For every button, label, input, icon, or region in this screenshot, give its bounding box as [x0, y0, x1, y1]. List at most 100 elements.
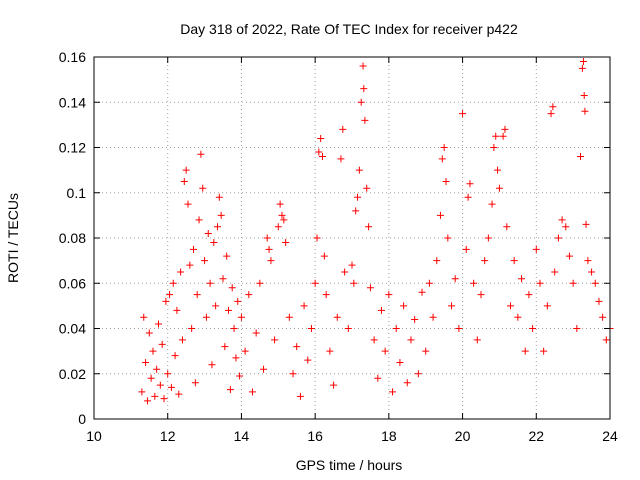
data-point	[241, 347, 249, 355]
data-point	[470, 279, 478, 287]
data-point	[162, 297, 170, 305]
x-tick-label: 20	[455, 428, 471, 444]
data-point	[339, 125, 347, 133]
data-point	[565, 252, 573, 260]
data-point	[579, 58, 587, 66]
data-point	[584, 257, 592, 265]
x-tick-label: 14	[234, 428, 250, 444]
data-point	[581, 107, 589, 115]
data-point	[389, 388, 397, 396]
data-point	[433, 257, 441, 265]
data-point	[333, 313, 341, 321]
data-point	[436, 211, 444, 219]
data-point	[540, 347, 548, 355]
data-point	[197, 150, 205, 158]
data-point	[543, 302, 551, 310]
data-point	[361, 116, 369, 124]
y-tick-label: 0.06	[59, 275, 86, 291]
y-tick-label: 0.02	[59, 366, 86, 382]
data-point	[429, 313, 437, 321]
data-point	[319, 153, 327, 161]
data-point	[490, 144, 498, 151]
grid-lines	[94, 57, 610, 419]
data-point	[354, 193, 362, 201]
data-point	[274, 223, 282, 231]
data-point	[267, 257, 275, 265]
data-point	[230, 325, 238, 332]
data-point	[147, 374, 155, 382]
y-tick-label: 0.12	[59, 140, 86, 156]
data-point	[188, 325, 196, 332]
data-point	[145, 329, 153, 337]
y-tick-label: 0.04	[59, 321, 86, 337]
x-tick-label: 22	[528, 428, 544, 444]
data-point	[352, 207, 360, 215]
data-point	[171, 352, 179, 360]
data-point	[451, 275, 459, 283]
data-point	[158, 340, 166, 348]
data-point	[313, 234, 321, 242]
data-point	[138, 388, 146, 396]
data-point	[307, 325, 315, 332]
y-tick-label: 0.08	[59, 230, 86, 246]
data-point	[554, 234, 562, 242]
data-point	[202, 313, 210, 321]
data-point	[140, 313, 148, 321]
data-point	[153, 365, 161, 373]
data-point	[495, 184, 503, 192]
data-point	[562, 223, 570, 231]
data-point	[226, 386, 234, 394]
data-point	[180, 177, 188, 185]
data-point	[186, 261, 194, 269]
data-point	[357, 98, 365, 106]
data-point	[271, 336, 279, 344]
data-point	[385, 291, 393, 299]
x-axis-label: GPS time / hours	[296, 457, 403, 473]
data-point	[208, 361, 216, 369]
data-point	[366, 284, 374, 292]
data-point	[164, 370, 172, 378]
x-tick-label: 24	[602, 428, 618, 444]
data-point	[422, 347, 430, 355]
x-tick-label: 12	[160, 428, 176, 444]
data-point	[377, 306, 385, 314]
data-point	[503, 223, 511, 231]
data-point	[195, 216, 203, 224]
data-point	[178, 336, 186, 344]
data-point	[374, 374, 382, 382]
data-point	[400, 302, 408, 310]
data-point	[167, 383, 175, 391]
data-point	[425, 279, 433, 287]
data-point	[248, 388, 256, 396]
data-point	[499, 132, 507, 140]
data-point	[407, 336, 415, 344]
data-point	[304, 356, 312, 364]
data-point	[278, 211, 286, 219]
data-point	[455, 325, 463, 332]
data-point	[234, 297, 242, 305]
data-point	[330, 381, 338, 389]
data-point	[265, 245, 273, 253]
data-point	[588, 268, 596, 276]
data-point	[215, 193, 223, 201]
data-point	[315, 148, 323, 156]
data-point	[341, 268, 349, 276]
data-point	[212, 302, 220, 310]
y-tick-label: 0.16	[59, 49, 86, 65]
data-point	[551, 268, 559, 276]
data-point	[355, 166, 363, 174]
data-point	[573, 325, 581, 332]
data-point	[591, 279, 599, 287]
data-point	[204, 229, 212, 237]
data-point	[280, 216, 288, 224]
data-point	[396, 358, 404, 366]
data-point	[521, 347, 529, 355]
data-point	[403, 379, 411, 387]
data-point	[595, 297, 603, 305]
data-point	[326, 347, 334, 355]
data-point	[392, 325, 400, 332]
data-point	[293, 343, 301, 351]
data-point	[506, 302, 514, 310]
data-point	[462, 245, 470, 253]
